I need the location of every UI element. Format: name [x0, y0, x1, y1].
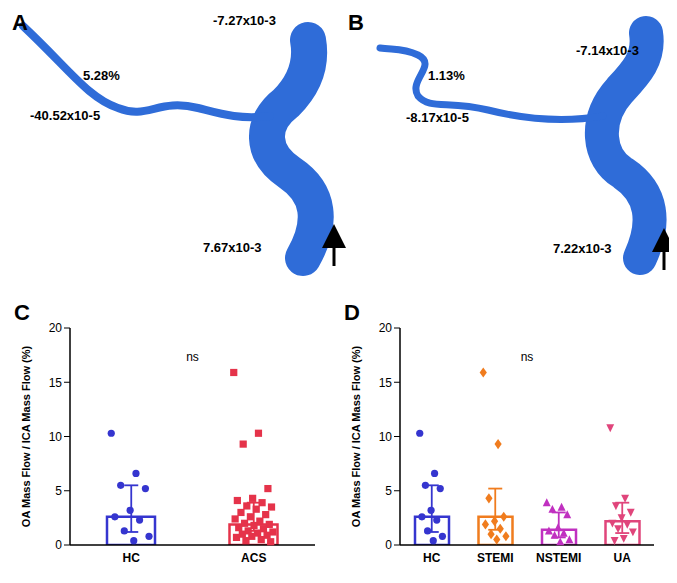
svg-text:7.67x10-3: 7.67x10-3 [203, 240, 262, 255]
html-text:C: C [14, 300, 30, 325]
svg-text:B: B [348, 10, 364, 35]
svg-text:NSTEMI: NSTEMI [536, 551, 581, 565]
svg-text:-8.17x10-5: -8.17x10-5 [406, 110, 469, 125]
html-text:ns: ns [186, 350, 199, 364]
svg-text:0: 0 [55, 538, 62, 552]
svg-text:5: 5 [55, 484, 62, 498]
svg-text:-40.52x10-5: -40.52x10-5 [30, 108, 100, 123]
svg-text:10: 10 [49, 430, 63, 444]
svg-text:20: 20 [379, 321, 393, 335]
svg-text:HC: HC [123, 551, 141, 565]
svg-text:HC: HC [423, 551, 441, 565]
svg-text:5: 5 [385, 484, 392, 498]
svg-text:10: 10 [379, 430, 393, 444]
html-text:D: D [344, 300, 360, 325]
html-text:ns: ns [520, 350, 534, 364]
svg-text:-7.14x10-3: -7.14x10-3 [576, 43, 639, 58]
svg-text:STEMI: STEMI [477, 551, 514, 565]
svg-text:1.13%: 1.13% [428, 68, 465, 83]
svg-text:UA: UA [614, 551, 632, 565]
svg-text:0: 0 [385, 538, 392, 552]
svg-text:OA Mass Flow / ICA Mass Flow (: OA Mass Flow / ICA Mass Flow (%) [350, 346, 362, 528]
svg-text:15: 15 [379, 376, 393, 390]
svg-text:A: A [12, 10, 28, 35]
svg-text:15: 15 [49, 376, 63, 390]
svg-text:7.22x10-3: 7.22x10-3 [553, 241, 612, 256]
svg-text:5.28%: 5.28% [83, 68, 120, 83]
svg-text:ACS: ACS [241, 551, 266, 565]
svg-text:OA Mass Flow / ICA Mass Flow (: OA Mass Flow / ICA Mass Flow (%) [20, 346, 32, 528]
svg-text:-7.27x10-3: -7.27x10-3 [213, 13, 276, 28]
svg-text:20: 20 [49, 321, 63, 335]
